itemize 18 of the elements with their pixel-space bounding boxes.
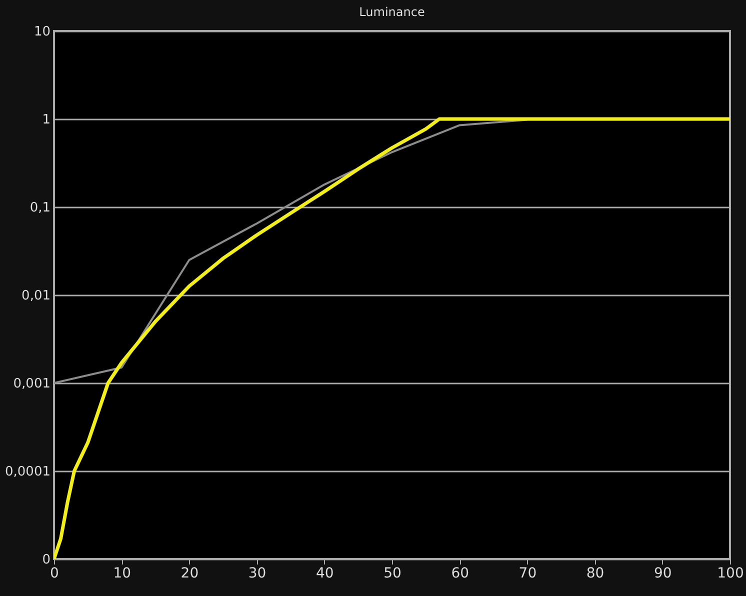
y-tick-label: 1 — [42, 112, 50, 128]
x-tick-label: 20 — [180, 566, 199, 582]
y-tick-label: 10 — [34, 24, 50, 40]
x-tick-label: 30 — [248, 566, 266, 582]
x-tick-label: 80 — [586, 566, 604, 582]
x-tick-label: 10 — [113, 566, 132, 582]
x-tick-label: 40 — [316, 566, 334, 582]
x-tick-label: 60 — [451, 566, 470, 582]
y-tick-label: 0 — [42, 552, 50, 568]
x-tick-label: 70 — [518, 566, 537, 582]
x-tick-label: 90 — [654, 566, 672, 582]
chart-title: Luminance — [359, 5, 425, 19]
y-tick-label: 0,0001 — [5, 464, 50, 480]
y-tick-label: 0,001 — [13, 376, 50, 392]
y-tick-label: 0,1 — [30, 200, 50, 216]
x-tick-label: 100 — [717, 566, 744, 582]
y-tick-label: 0,01 — [22, 288, 50, 304]
x-tick-label: 50 — [384, 566, 402, 582]
